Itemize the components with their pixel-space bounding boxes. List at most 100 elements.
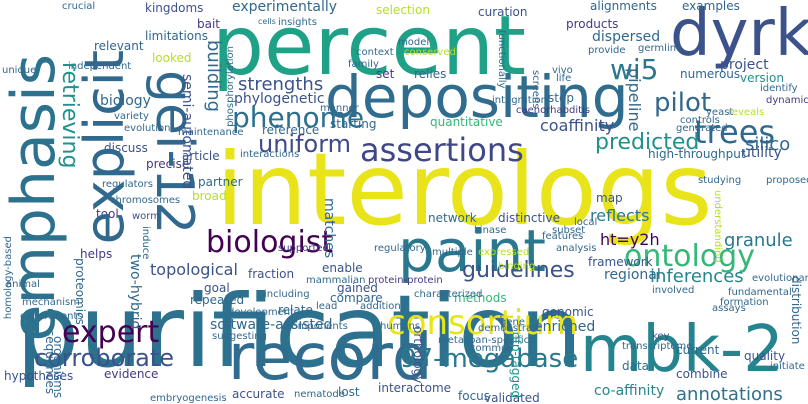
word-data: data [622, 359, 650, 373]
word-lead: lead [316, 301, 338, 312]
word-examples: examples [682, 0, 740, 13]
word-screens: screens [530, 70, 541, 109]
word-corroborate: corroborate [34, 344, 175, 372]
word-embryogenesis: embryogenesis [150, 393, 227, 404]
word-enriched: enriched [534, 319, 596, 335]
word-manner: manner [320, 103, 359, 114]
word-quantitative: quantitative [430, 115, 503, 129]
word-studying: studying [698, 175, 742, 186]
word-phosphorylation: phosphorylation [225, 46, 236, 127]
word-lost: lost [338, 385, 360, 399]
word-pipeline: pipeline [625, 68, 644, 132]
word-ht: ht=y2h [600, 230, 660, 249]
word-subset: subset [552, 225, 586, 236]
word-project: project [720, 57, 769, 73]
word-regulators: regulators [102, 179, 153, 190]
word-dynamics: dynamics [766, 95, 808, 106]
word-initiate: initiate [770, 361, 805, 372]
word-discuss: discuss [104, 141, 148, 155]
word-analysis: analysis [556, 243, 597, 254]
word-expert: expert [62, 315, 160, 350]
word-controls: controls [680, 115, 720, 126]
word-limitations: limitations [145, 29, 208, 43]
word-binding: binding [498, 261, 536, 272]
word-broad: broad [192, 189, 227, 203]
word-nematode: nematode [294, 389, 345, 400]
word-reference: reference [262, 123, 320, 137]
word-humans: humans [380, 321, 421, 332]
word-coaffinity: coaffinity [540, 116, 615, 135]
word-gfptagged: gfp-tagged [509, 332, 523, 399]
word-formation: formation [720, 297, 769, 308]
word-phenome: phenome [232, 101, 365, 134]
word-reflects: reflects [590, 206, 650, 225]
word-homologybased: homology-based [3, 236, 14, 320]
word-induce: induce [140, 226, 151, 260]
word-utility: utility [742, 145, 782, 161]
word-interologs: interologs [216, 131, 713, 248]
word-predicted: predicted [595, 130, 700, 155]
word-numerous: numerous [680, 67, 741, 81]
word-family: family [348, 59, 379, 70]
word-caenorhabditis: caenorhabditis [516, 105, 591, 116]
word-selection: selection [376, 3, 430, 17]
word-key: key [652, 331, 670, 342]
word-building: building [203, 40, 224, 113]
word-quality: quality [744, 349, 786, 363]
word-provide: provide [588, 45, 626, 56]
word-enable: enable [322, 261, 363, 275]
word-biologist: biologist [206, 225, 334, 260]
word-chromosomes: chromosomes [110, 195, 181, 206]
word-semiautomated: semi-automated [179, 74, 195, 190]
word-helps: helps [80, 247, 113, 261]
word-retrieving: retrieving [57, 62, 82, 169]
word-crucial: crucial [62, 1, 96, 12]
word-granule: granule [724, 230, 793, 251]
word-coaffinity2: co-affinity [594, 383, 665, 399]
word-functionally: functionally [496, 30, 507, 89]
word-common: common [470, 343, 514, 354]
word-looked: looked [152, 51, 192, 65]
word-experimentally: experimentally [232, 0, 338, 15]
word-reveals: reveals [728, 107, 765, 118]
word-relate: relate [278, 303, 313, 317]
word-map: map [596, 191, 623, 205]
word-relies: relies [414, 67, 447, 81]
word-products: products [566, 17, 619, 31]
word-independent: independent [68, 61, 132, 72]
word-experiments: experiments [20, 311, 83, 322]
word-guidelines: guidelines [462, 258, 575, 283]
word-gained: gained [337, 281, 378, 295]
word-validated: validated [484, 391, 540, 404]
word-life: life [556, 73, 572, 84]
word-methods: methods [454, 291, 507, 305]
word-precise: precise [146, 157, 190, 171]
word-relevant: relevant [94, 39, 144, 53]
word-suggesting: suggesting [212, 331, 267, 342]
word-generated: generated [676, 123, 728, 134]
word-worm: worm [132, 211, 160, 222]
word-accurate: accurate [232, 387, 285, 401]
word-biology: biology [100, 93, 151, 109]
word-proposed: proposed [766, 175, 808, 186]
word-highthroughput: high-throughput [648, 147, 746, 161]
word-transcriptome: transcriptome [622, 341, 693, 352]
word-fraction: fraction [248, 267, 295, 281]
word-characterized: characterized [414, 289, 483, 300]
word-model: model [398, 37, 430, 48]
word-vivo: vivo [552, 65, 573, 76]
word-version: version [740, 71, 784, 85]
word-uniform: uniform [258, 130, 352, 158]
word-sequences: sequences [43, 330, 57, 395]
word-yeast: yeast [706, 107, 734, 118]
word-paint: paint [398, 217, 546, 285]
word-explicit: explicit [73, 50, 136, 245]
word-starting: starting [330, 117, 377, 131]
word-silico: silico [745, 134, 791, 155]
word-softwareassisted: software-assisted [210, 317, 333, 333]
word-partner: partner [198, 175, 243, 189]
word-curation: curation [478, 5, 528, 19]
word-network: network [428, 211, 477, 225]
word-purification: purification [16, 273, 583, 390]
word-insights: insights [278, 17, 317, 28]
